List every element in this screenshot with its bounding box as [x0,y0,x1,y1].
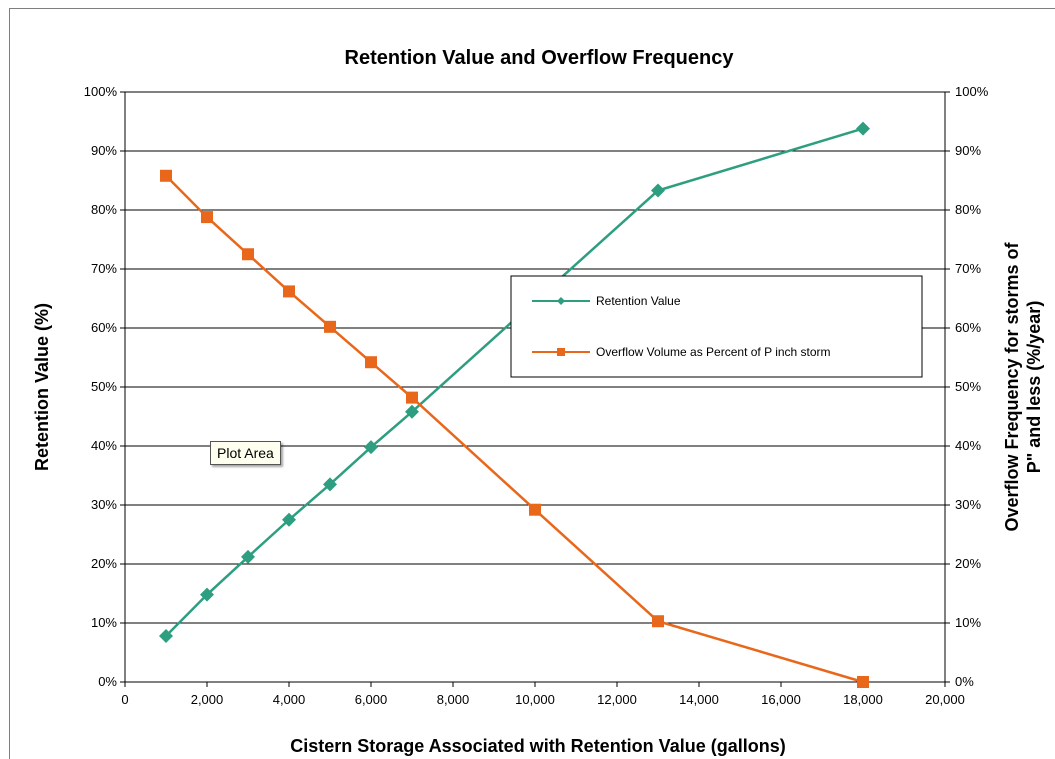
y-tick-label: 50% [91,379,117,394]
data-point-diamond [159,628,173,643]
x-tick-label: 18,000 [843,692,883,707]
legend-box [510,275,923,378]
y2-tick-label: 100% [955,84,989,99]
data-point-square [406,391,418,404]
y-tick-label: 60% [91,320,117,335]
y2-tick-label: 90% [955,143,981,158]
x-tick-label: 0 [121,692,128,707]
data-point-square [652,615,664,628]
legend: Retention Value Overflow Volume as Perce… [510,275,923,378]
y-tick-label: 100% [84,84,118,99]
y2-tick-label: 30% [955,497,981,512]
data-point-square [201,211,213,224]
y-tick-label: 0% [98,674,117,689]
x-tick-label: 4,000 [273,692,306,707]
x-tick-label: 14,000 [679,692,719,707]
y2-tick-label: 50% [955,379,981,394]
data-point-diamond [200,587,214,602]
y-tick-label: 80% [91,202,117,217]
data-point-diamond [241,549,255,564]
y2-tick-label: 20% [955,556,981,571]
chart-title: Retention Value and Overflow Frequency [345,47,735,69]
x-tick-label: 10,000 [515,692,555,707]
y-tick-label: 90% [91,143,117,158]
y2-tick-label: 70% [955,261,981,276]
data-point-diamond [651,183,665,198]
data-point-diamond [364,440,378,455]
data-point-square [529,503,541,516]
x-tick-label: 20,000 [925,692,965,707]
data-point-square [283,285,295,298]
x-axis-title: Cistern Storage Associated with Retentio… [290,736,785,756]
legend-label-retention: Retention Value [596,294,681,308]
y2-tick-label: 40% [955,438,981,453]
axes [120,91,950,687]
series [159,121,870,688]
data-point-square [857,676,869,688]
y2-axis-title-line2: P" and less (%/year) [1024,301,1044,474]
x-tick-label: 8,000 [437,692,470,707]
data-point-diamond [282,512,296,527]
legend-marker-overflow [557,348,565,356]
series-line-1 [165,174,864,684]
data-point-square [160,169,172,182]
data-point-diamond [323,477,337,492]
x-tick-label: 2,000 [191,692,224,707]
data-point-square [242,248,254,261]
series-line-0 [165,127,864,637]
x-tick-label: 16,000 [761,692,801,707]
chart-frame [9,8,1055,759]
y-tick-label: 10% [91,615,117,630]
x-tick-label: 12,000 [597,692,637,707]
x-tick-label: 6,000 [355,692,388,707]
y-tick-label: 40% [91,438,117,453]
y-tick-label: 30% [91,497,117,512]
tick-labels: 0% 10% 20% 30% 40% 50% 60% 70% 80% 90% 100% 0% 10% 20… [84,84,989,707]
legend-label-overflow: Overflow Volume as Percent of P inch sto… [596,345,831,359]
data-point-diamond [405,404,419,419]
y-axis-title: Retention Value (%) [32,303,52,471]
y2-tick-label: 0% [955,674,974,689]
data-point-square [365,356,377,369]
y2-axis-title-line1: Overflow Frequency for storms of [1002,241,1022,531]
plot-area-tooltip: Plot Area [210,441,281,465]
y2-tick-label: 60% [955,320,981,335]
data-point-diamond [856,121,870,136]
y-tick-label: 70% [91,261,117,276]
data-point-square [324,320,336,333]
y2-tick-label: 80% [955,202,981,217]
legend-marker-retention [557,297,565,305]
y2-tick-label: 10% [955,615,981,630]
y-tick-label: 20% [91,556,117,571]
